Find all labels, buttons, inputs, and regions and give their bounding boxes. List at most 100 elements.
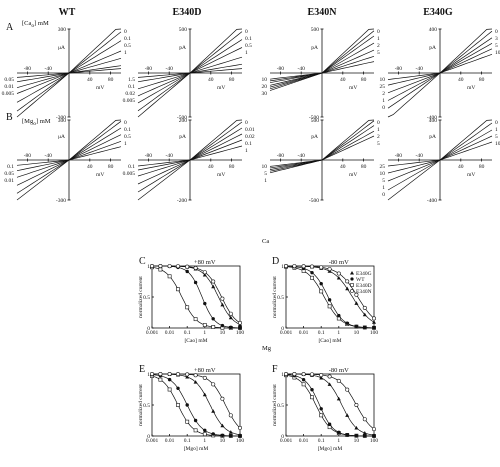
y-axis-label: normalized current bbox=[272, 276, 278, 318]
data-point-wt bbox=[238, 326, 242, 330]
data-point-e340n bbox=[283, 372, 288, 377]
x-tick-label: 80 bbox=[108, 77, 114, 83]
trace-label: 0.1 bbox=[124, 36, 131, 42]
data-point-e340n bbox=[211, 279, 216, 284]
data-point-e340n bbox=[336, 271, 341, 276]
x-tick-label: 40 bbox=[458, 164, 464, 170]
mg-section-label: Mg bbox=[262, 345, 272, 352]
data-point-e340n bbox=[185, 264, 190, 269]
data-point-e340n bbox=[175, 372, 180, 377]
trace-label: 0 bbox=[495, 120, 498, 126]
data-point-e340n bbox=[167, 372, 172, 377]
y-tick-label: -400 bbox=[427, 115, 437, 121]
data-point-wt bbox=[363, 434, 367, 438]
data-point-e340d bbox=[176, 287, 180, 292]
data-point-e340n bbox=[202, 270, 207, 275]
data-point-e340g bbox=[354, 301, 359, 305]
data-point-e340n bbox=[292, 264, 297, 269]
trace-label: 1 bbox=[124, 50, 127, 56]
y-tick-label: 1 bbox=[281, 264, 284, 270]
y-axis-unit: pA bbox=[429, 134, 436, 140]
data-point-wt bbox=[185, 269, 189, 274]
column-header-e340d: E340D bbox=[173, 7, 202, 18]
x-tick-label: 80 bbox=[229, 77, 235, 83]
data-point-e340n bbox=[283, 264, 288, 269]
x-axis-label: [Mgo] mM bbox=[318, 446, 343, 452]
data-point-e340n bbox=[309, 372, 314, 377]
x-tick-label: -40 bbox=[298, 66, 306, 72]
data-point-e340d bbox=[319, 413, 324, 418]
data-point-e340n bbox=[354, 402, 359, 407]
data-point-wt bbox=[193, 418, 198, 423]
legend-label: WT bbox=[356, 277, 365, 283]
panel-label-e: E bbox=[139, 364, 145, 375]
data-point-wt bbox=[345, 321, 349, 325]
x-axis-unit: mV bbox=[349, 85, 357, 91]
y-tick-label: 1 bbox=[147, 372, 150, 378]
data-point-e340d bbox=[301, 382, 306, 387]
x-tick-label: -40 bbox=[166, 66, 174, 72]
trace-label: 2 bbox=[377, 43, 380, 49]
trace-label: 0.5 bbox=[124, 134, 131, 140]
y-axis-label: normalized current bbox=[272, 384, 278, 426]
x-tick-label: 10 bbox=[220, 330, 226, 336]
y-axis-unit: μA bbox=[58, 45, 65, 51]
iv-trace bbox=[387, 141, 493, 167]
trace-label: 0 bbox=[382, 192, 385, 198]
trace-label: 0 bbox=[245, 29, 248, 35]
data-point-wt bbox=[345, 433, 349, 437]
trace-label: 0.5 bbox=[124, 43, 131, 49]
data-point-wt bbox=[211, 317, 215, 321]
x-tick-label: -80 bbox=[145, 66, 153, 72]
trace-label: 10 bbox=[380, 77, 386, 83]
data-point-e340n bbox=[319, 265, 324, 270]
x-tick-label: 40 bbox=[87, 164, 93, 170]
data-point-e340d bbox=[193, 317, 198, 322]
x-tick-label: 10 bbox=[220, 438, 226, 444]
data-point-wt bbox=[220, 323, 225, 328]
x-tick-label: 0.001 bbox=[280, 330, 293, 336]
trace-label: 25 bbox=[380, 164, 386, 170]
trace-label: 0.1 bbox=[124, 127, 131, 133]
y-axis-unit: pA bbox=[429, 45, 436, 51]
data-point-e340d bbox=[327, 304, 332, 309]
dose-response-panel-c: +80 mV 0.001 0.01 0.1 1 10 100 0 0.5 1 [Cao] mM nor… bbox=[138, 259, 244, 344]
x-axis-label: [Cao] mM bbox=[318, 338, 341, 344]
trace-label: 1 bbox=[382, 185, 385, 191]
x-tick-label: -40 bbox=[416, 66, 424, 72]
x-tick-label: 100 bbox=[370, 330, 379, 336]
legend-marker bbox=[350, 289, 354, 293]
data-point-e340n bbox=[158, 372, 163, 377]
data-point-e340n bbox=[238, 425, 243, 430]
data-point-e340n bbox=[220, 396, 225, 401]
trace-label: 10 bbox=[262, 77, 268, 83]
iv-trace bbox=[137, 145, 243, 167]
data-point-wt bbox=[176, 386, 180, 391]
y-tick-label: 0.5 bbox=[143, 403, 150, 409]
trace-label: 0.1 bbox=[7, 164, 14, 170]
x-tick-label: 0.1 bbox=[184, 330, 191, 336]
data-point-e340d bbox=[185, 305, 190, 310]
y-tick-label: 0 bbox=[147, 434, 150, 440]
trace-label: 0.1 bbox=[128, 84, 135, 90]
y-tick-label: 500 bbox=[311, 27, 320, 33]
data-point-e340d bbox=[202, 432, 207, 437]
x-axis-unit: mV bbox=[349, 172, 357, 178]
trace-label: 3 bbox=[495, 36, 498, 42]
trace-label: 0.01 bbox=[4, 178, 14, 184]
data-point-e340g bbox=[185, 374, 190, 379]
legend-marker bbox=[350, 271, 354, 275]
iv-trace bbox=[16, 146, 122, 166]
x-tick-label: 1 bbox=[203, 330, 206, 336]
trace-label: 0 bbox=[124, 120, 127, 126]
data-point-e340g bbox=[319, 375, 324, 380]
y-tick-label: 300 bbox=[58, 118, 67, 124]
trace-label: 1 bbox=[124, 141, 127, 147]
data-point-e340g bbox=[238, 432, 242, 437]
data-point-e340g bbox=[202, 272, 207, 277]
x-tick-label: -80 bbox=[395, 66, 403, 72]
panel-label-c: C bbox=[139, 256, 146, 267]
